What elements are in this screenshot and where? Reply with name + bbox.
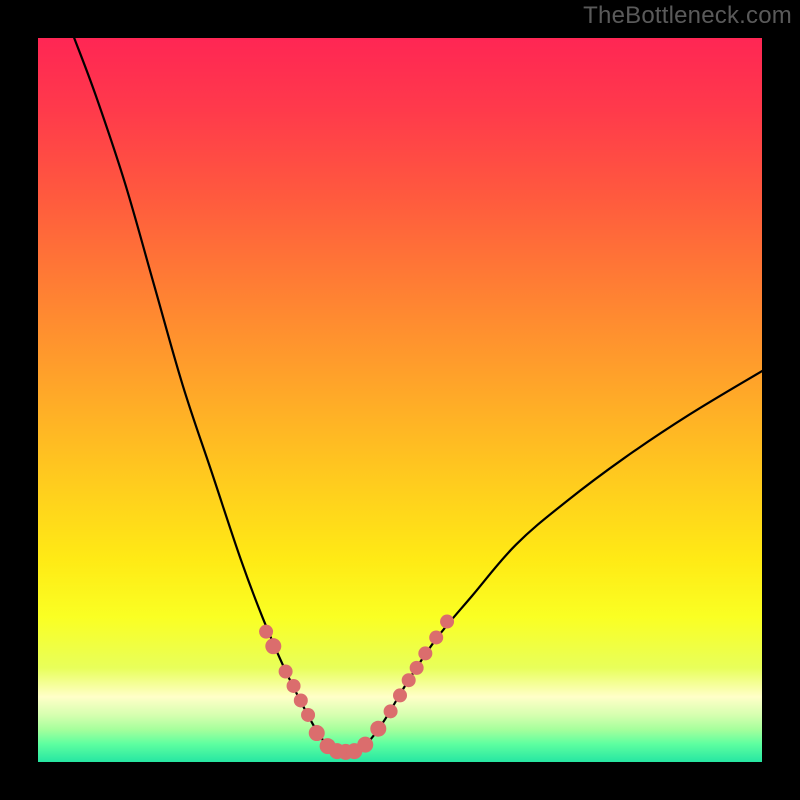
data-marker	[440, 615, 454, 629]
watermark-text: TheBottleneck.com	[583, 2, 792, 30]
data-marker	[357, 737, 373, 753]
data-marker	[370, 721, 386, 737]
data-marker	[265, 638, 281, 654]
bottleneck-curve-chart	[0, 0, 800, 800]
data-marker	[410, 661, 424, 675]
data-marker	[259, 625, 273, 639]
data-marker	[393, 688, 407, 702]
data-marker	[384, 704, 398, 718]
marker-group	[259, 615, 454, 760]
data-marker	[309, 725, 325, 741]
data-marker	[429, 630, 443, 644]
bottleneck-curve	[74, 38, 762, 753]
data-marker	[402, 673, 416, 687]
data-marker	[301, 708, 315, 722]
stage: TheBottleneck.com	[0, 0, 800, 800]
data-marker	[418, 646, 432, 660]
data-marker	[294, 693, 308, 707]
data-marker	[279, 665, 293, 679]
curve-group	[74, 38, 762, 753]
data-marker	[287, 679, 301, 693]
